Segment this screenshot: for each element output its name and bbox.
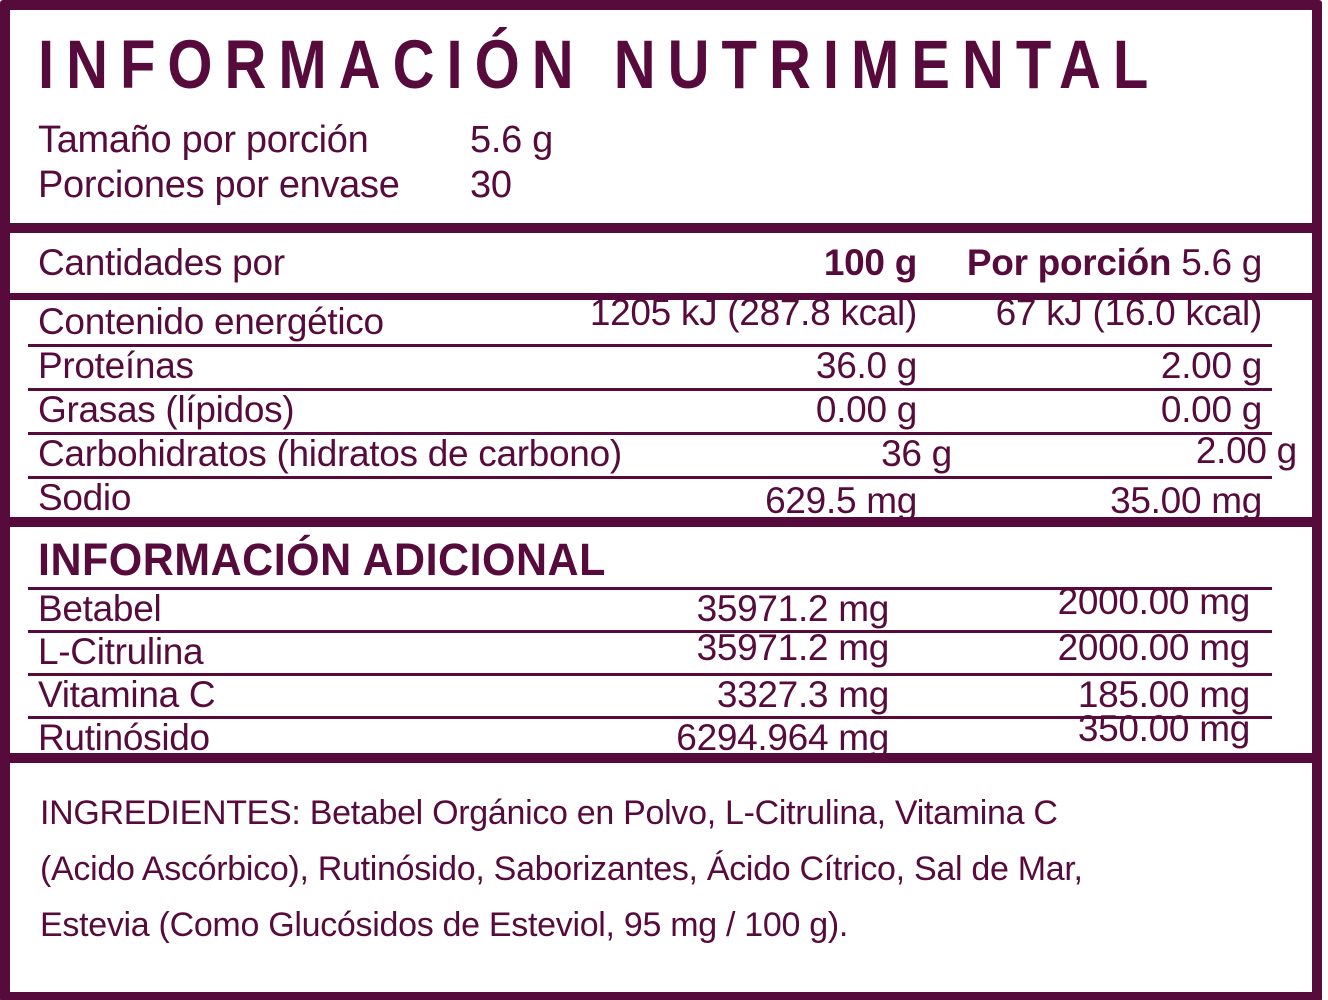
ingredient-label: Rutinósido xyxy=(38,716,210,758)
value-per-portion: 0.00 g xyxy=(1160,389,1262,430)
table-row-grasas: Grasas (lípidos) 0.00 g 0.00 g xyxy=(10,388,1312,432)
column-header-100g: 100 g xyxy=(823,242,917,283)
value-per-100g: 36 g xyxy=(881,433,952,474)
value-per-portion: 67 kJ (16.0 kcal) xyxy=(995,292,1263,333)
value-per-portion: 185.00 mg xyxy=(1077,673,1250,715)
per-portion-label: Por porción xyxy=(966,242,1172,283)
ingredients-text: INGREDIENTES: Betabel Orgánico en Polvo,… xyxy=(40,785,1282,953)
nutrient-label: Proteínas xyxy=(38,345,194,386)
ingredients-line-2: (Acido Ascórbico), Rutinósido, Saborizan… xyxy=(40,850,1083,888)
table-row-carbohidratos: Carbohidratos (hidratos de carbono) 36 g… xyxy=(10,430,1312,476)
value-per-portion: 2000.00 mg xyxy=(1057,626,1251,668)
amounts-table-header: Cantidades por 100 g Por porción 5.6 g xyxy=(10,233,1312,293)
value-per-100g: 1205 kJ (287.8 kcal) xyxy=(589,292,917,333)
ingredients-line-1: INGREDIENTES: Betabel Orgánico en Polvo,… xyxy=(40,794,1058,832)
servings-per-container-label: Porciones por envase xyxy=(38,163,400,206)
page-title: INFORMACIÓN NUTRIMENTAL xyxy=(38,26,1161,104)
value-per-100g: 35971.2 mg xyxy=(696,626,890,668)
table-row-rutinosido: Rutinósido 6294.964 mg 350.00 mg xyxy=(10,708,1312,758)
ingredients-line-3: Estevia (Como Glucósidos de Esteviol, 95… xyxy=(40,906,849,944)
value-per-portion: 350.00 mg xyxy=(1077,707,1250,749)
ingredients-section: INGREDIENTES: Betabel Orgánico en Polvo,… xyxy=(0,753,1322,1000)
value-per-portion: 2000.00 mg xyxy=(1057,580,1251,622)
nutrient-label: Sodio xyxy=(38,477,132,518)
serving-size-label: Tamaño por porción xyxy=(38,118,369,161)
value-per-portion: 35.00 mg xyxy=(1110,480,1262,521)
ingredient-label: Vitamina C xyxy=(38,673,216,715)
ingredient-label: L-Citrulina xyxy=(38,630,204,672)
per-portion-size: 5.6 g xyxy=(1181,242,1262,283)
ingredient-label: Betabel xyxy=(38,587,162,629)
nutrient-label: Contenido energético xyxy=(38,301,384,342)
value-per-portion: 2.00 g xyxy=(1160,345,1262,386)
table-row-l-citrulina: L-Citrulina 35971.2 mg 2000.00 mg xyxy=(10,626,1312,673)
value-per-100g: 6294.964 mg xyxy=(676,716,889,758)
value-per-100g: 35971.2 mg xyxy=(696,587,890,629)
servings-per-container-row: Porciones por envase 30 xyxy=(38,163,1284,208)
value-per-100g: 629.5 mg xyxy=(765,480,917,521)
amounts-table-section: Cantidades por 100 g Por porción 5.6 g C… xyxy=(0,223,1322,527)
additional-info-section: INFORMACIÓN ADICIONAL Betabel 35971.2 mg… xyxy=(0,517,1322,763)
nutrient-label: Grasas (lípidos) xyxy=(38,389,295,430)
value-per-100g: 36.0 g xyxy=(815,345,917,386)
serving-size-row: Tamaño por porción 5.6 g xyxy=(38,118,1284,163)
table-row-vitamina-c: Vitamina C 3327.3 mg 185.00 mg xyxy=(10,673,1312,716)
serving-size-value: 5.6 g xyxy=(470,118,554,161)
additional-info-title: INFORMACIÓN ADICIONAL xyxy=(38,534,606,585)
header-divider xyxy=(10,293,1312,300)
column-header-per-portion: Por porción 5.6 g xyxy=(917,242,1262,284)
value-per-100g: 3327.3 mg xyxy=(716,673,889,715)
nutrient-label: Carbohidratos (hidratos de carbono) xyxy=(38,433,622,474)
value-per-100g: 0.00 g xyxy=(815,389,917,430)
table-row-proteinas: Proteínas 36.0 g 2.00 g xyxy=(10,344,1312,388)
table-row-contenido-energetico: Contenido energético 1205 kJ (287.8 kcal… xyxy=(10,292,1312,344)
amounts-per-label: Cantidades por xyxy=(38,242,285,283)
value-per-portion: 2.00 g xyxy=(1195,430,1297,471)
table-row-betabel: Betabel 35971.2 mg 2000.00 mg xyxy=(10,581,1312,630)
header-section: INFORMACIÓN NUTRIMENTAL Tamaño por porci… xyxy=(0,0,1322,233)
servings-per-container-value: 30 xyxy=(470,163,512,206)
table-row-sodio: Sodio 629.5 mg 35.00 mg xyxy=(10,476,1312,521)
